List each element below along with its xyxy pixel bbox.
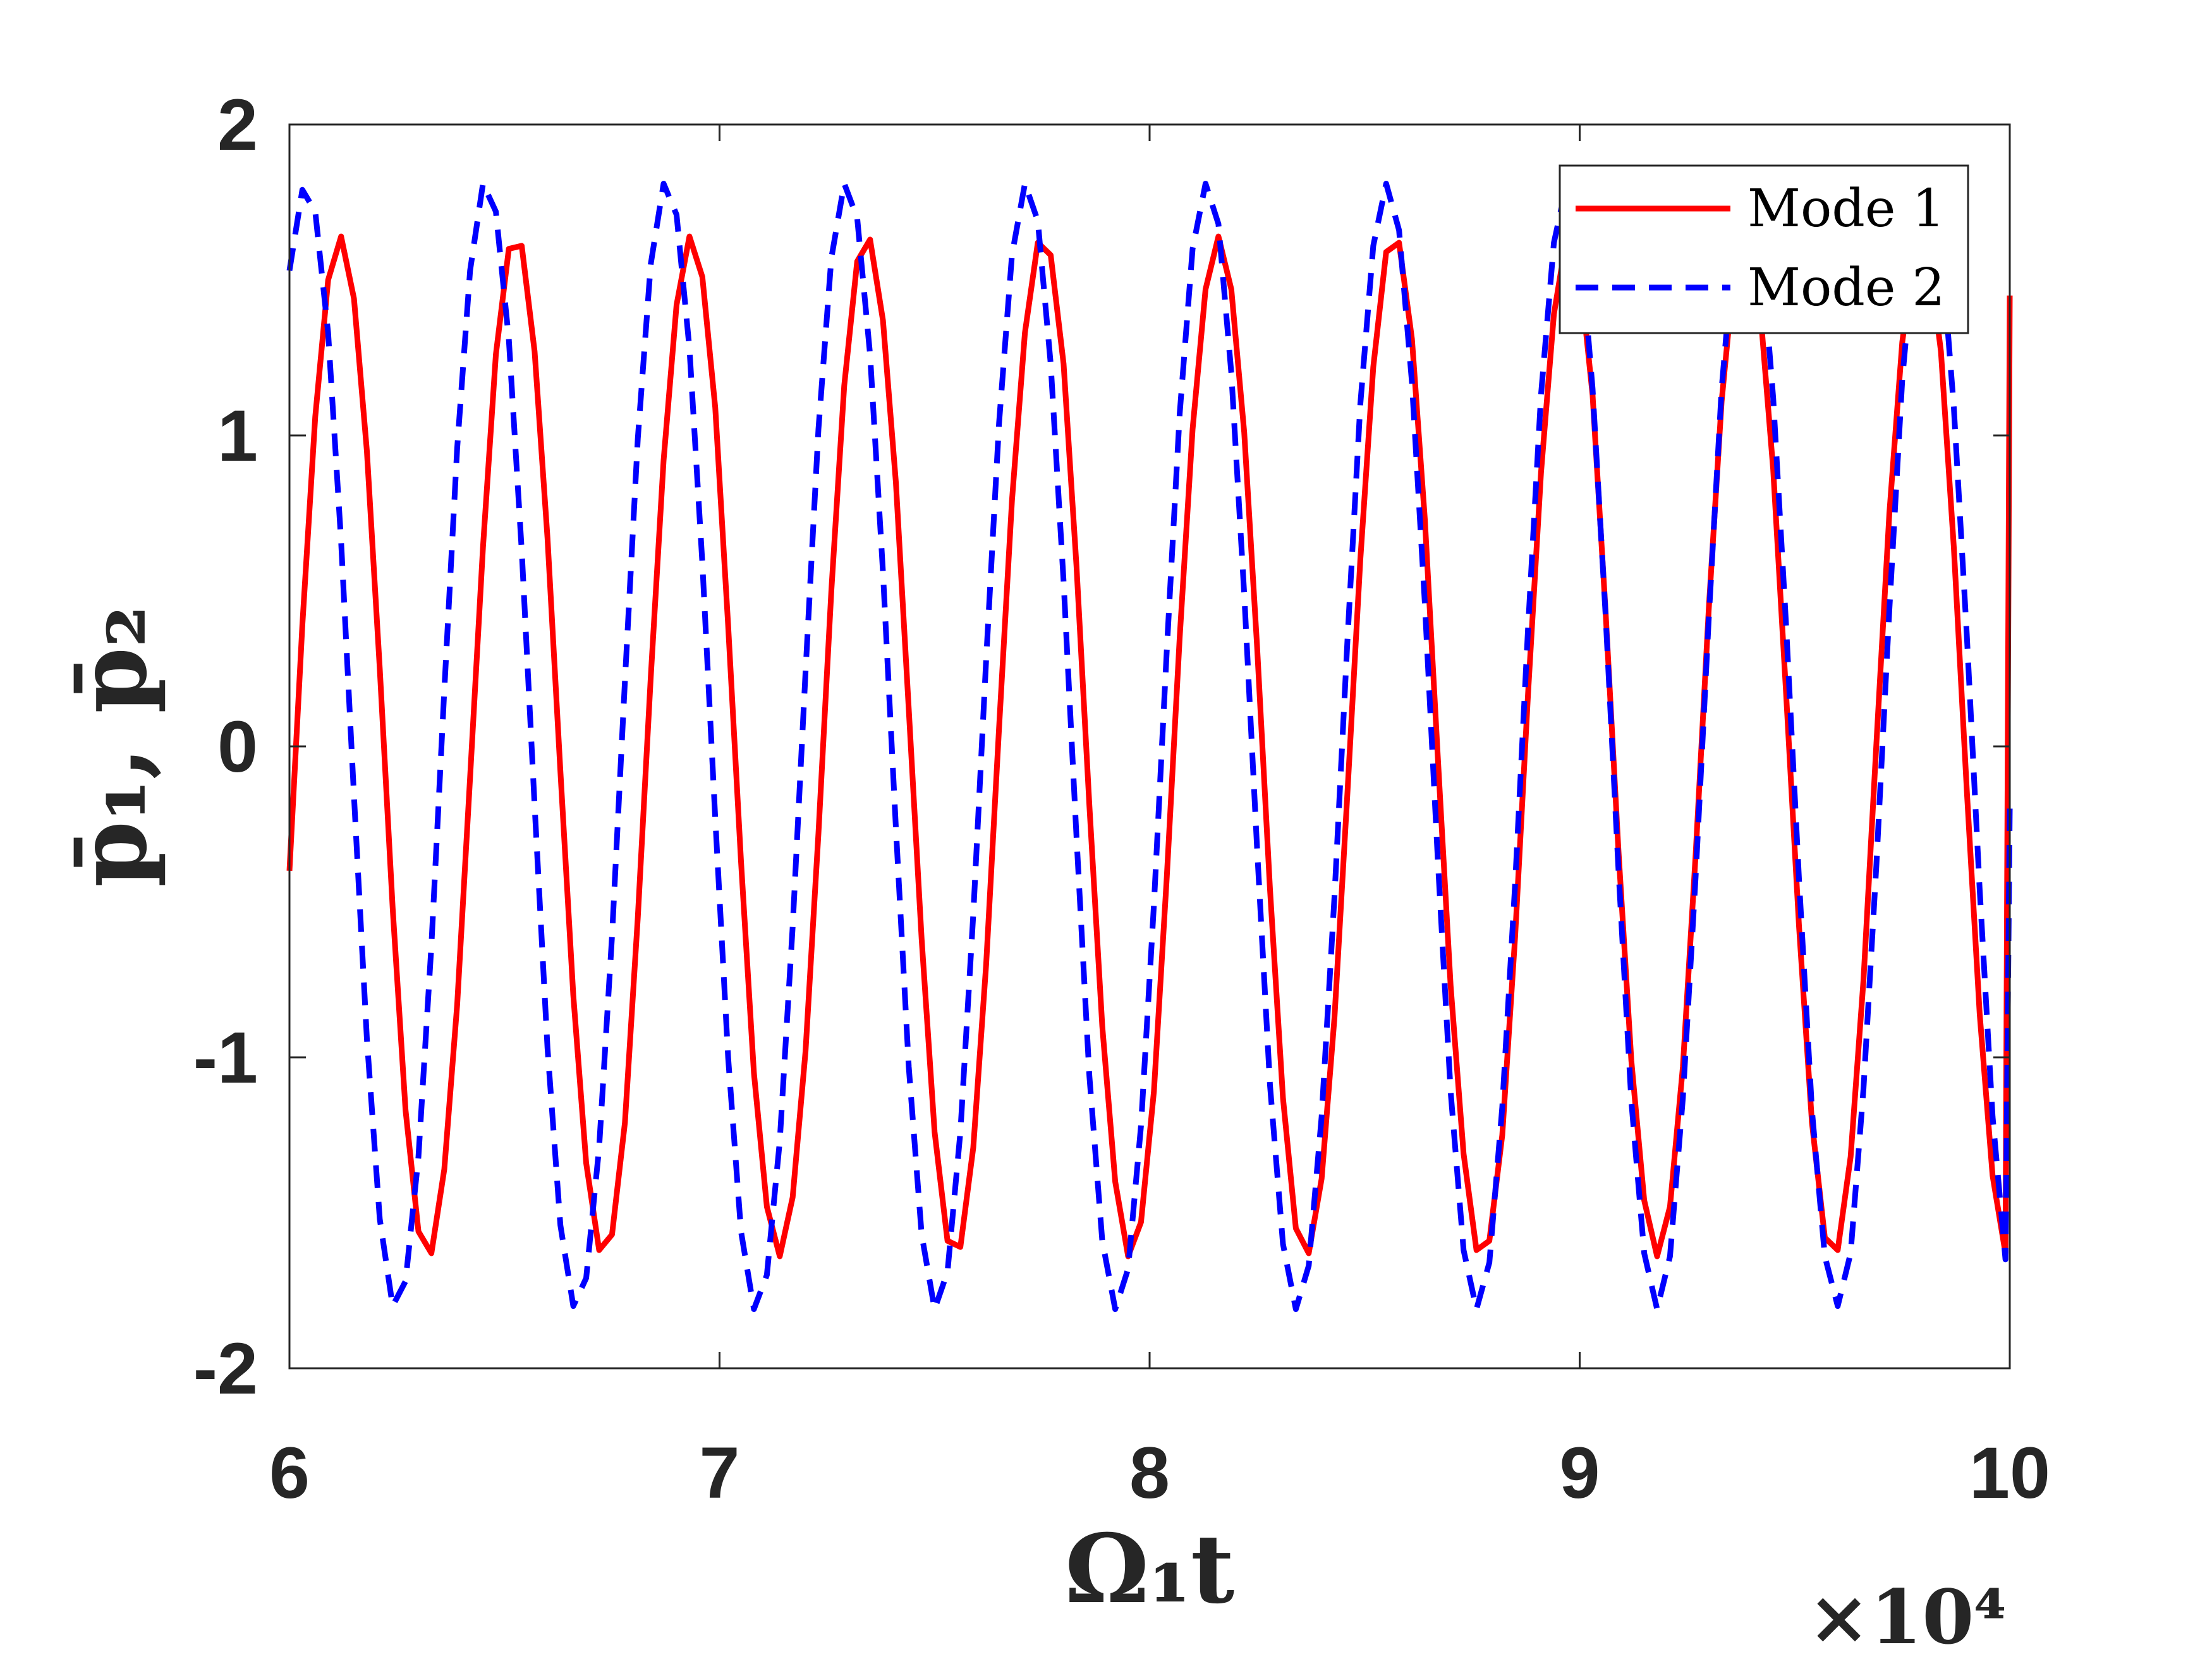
x-tick-label: 7: [700, 1433, 740, 1514]
y-tick-labels: -2 -1 0 1 2: [193, 85, 258, 1409]
legend-box: [1559, 164, 1969, 334]
x-tick-label: 10: [1969, 1433, 2050, 1514]
x-tick-labels: 6 7 8 9 10: [269, 1433, 2050, 1514]
y-tick-label: 2: [217, 85, 258, 166]
x-axis-exponent: ×10⁴: [1808, 1573, 2007, 1659]
tick-marks: [288, 123, 2011, 1370]
x-axis-label: Ω₁t: [1065, 1514, 1235, 1625]
legend-label-mode-1: Mode 1: [1747, 179, 1945, 239]
legend-label-mode-2: Mode 2: [1747, 258, 1945, 318]
y-tick-label: 1: [217, 396, 258, 477]
y-tick-label: -2: [193, 1328, 258, 1409]
y-axis-label: p̄₁, p̄₂: [57, 605, 168, 887]
y-tick-label: 0: [217, 707, 258, 787]
x-tick-label: 9: [1560, 1433, 1600, 1514]
legend: Mode 1 Mode 2: [1559, 164, 1969, 334]
x-tick-label: 6: [269, 1433, 310, 1514]
x-tick-label: 8: [1129, 1433, 1170, 1514]
y-tick-label: -1: [193, 1018, 258, 1098]
